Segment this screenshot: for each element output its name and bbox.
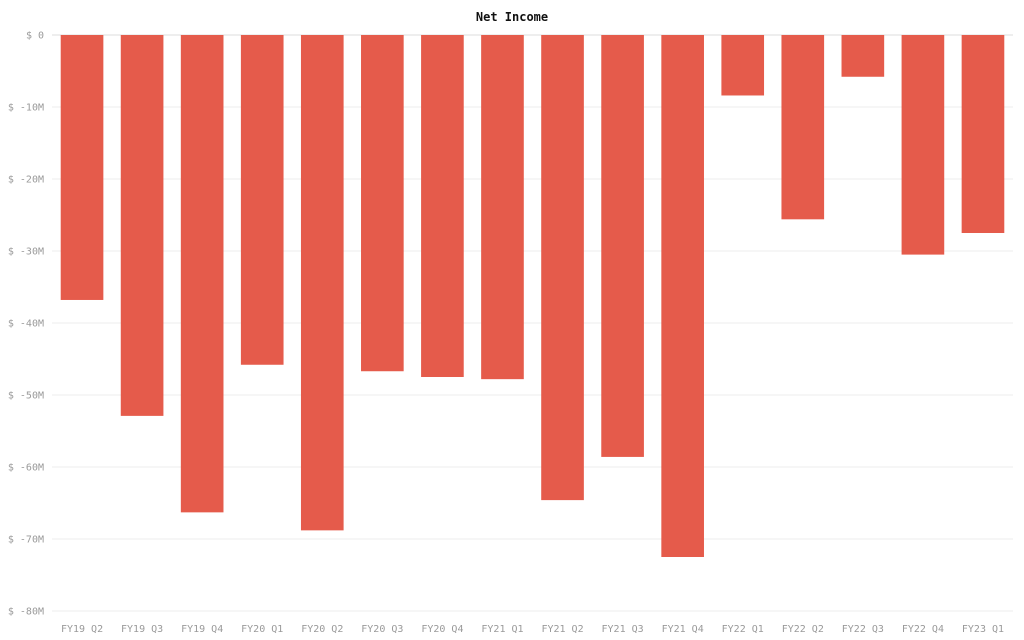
y-axis-ticks: $ 0 $ -10M $ -20M $ -30M $ -40M $ -50M $ -60M $… — [8, 31, 44, 618]
x-tick-label: FY20 Q2 — [301, 624, 343, 635]
y-tick-label: $ -80M — [8, 607, 44, 618]
bar — [180, 35, 224, 513]
y-tick-label: $ -60M — [8, 463, 44, 474]
bar — [901, 35, 945, 255]
y-tick-label: $ -30M — [8, 247, 44, 258]
y-tick-label: $ -20M — [8, 175, 44, 186]
y-tick-label: $ 0 — [26, 31, 44, 42]
bar — [781, 35, 825, 220]
x-tick-label: FY21 Q4 — [662, 624, 704, 635]
x-tick-label: FY22 Q3 — [842, 624, 884, 635]
x-tick-label: FY20 Q1 — [241, 624, 283, 635]
x-tick-label: FY23 Q1 — [962, 624, 1004, 635]
x-axis-ticks: FY19 Q2 FY19 Q3 FY19 Q4 FY20 Q1 FY20 Q2 FY20 … — [61, 624, 1004, 635]
x-tick-label: FY22 Q1 — [722, 624, 764, 635]
bar — [541, 35, 584, 501]
x-tick-label: FY20 Q3 — [361, 624, 403, 635]
x-tick-label: FY22 Q4 — [902, 624, 944, 635]
y-tick-label: $ -50M — [8, 391, 44, 402]
bar — [421, 35, 464, 377]
x-tick-label: FY21 Q1 — [481, 624, 523, 635]
bar — [361, 35, 404, 372]
bar — [120, 35, 164, 416]
x-tick-label: FY19 Q2 — [61, 624, 103, 635]
bar — [601, 35, 644, 457]
x-tick-label: FY21 Q3 — [602, 624, 644, 635]
x-tick-label: FY20 Q4 — [421, 624, 463, 635]
y-tick-label: $ -10M — [8, 103, 44, 114]
x-tick-label: FY19 Q4 — [181, 624, 223, 635]
bar — [721, 35, 765, 96]
bar — [481, 35, 524, 380]
x-tick-label: FY22 Q2 — [782, 624, 824, 635]
bar — [661, 35, 704, 557]
bar — [300, 35, 344, 531]
y-tick-label: $ -70M — [8, 535, 44, 546]
x-tick-label: FY19 Q3 — [121, 624, 163, 635]
chart-title: Net Income — [476, 10, 548, 24]
bar — [240, 35, 284, 365]
y-tick-label: $ -40M — [8, 319, 44, 330]
bar — [841, 35, 885, 77]
bar — [961, 35, 1005, 233]
bars — [60, 35, 1005, 557]
x-tick-label: FY21 Q2 — [541, 624, 583, 635]
bar — [60, 35, 104, 300]
